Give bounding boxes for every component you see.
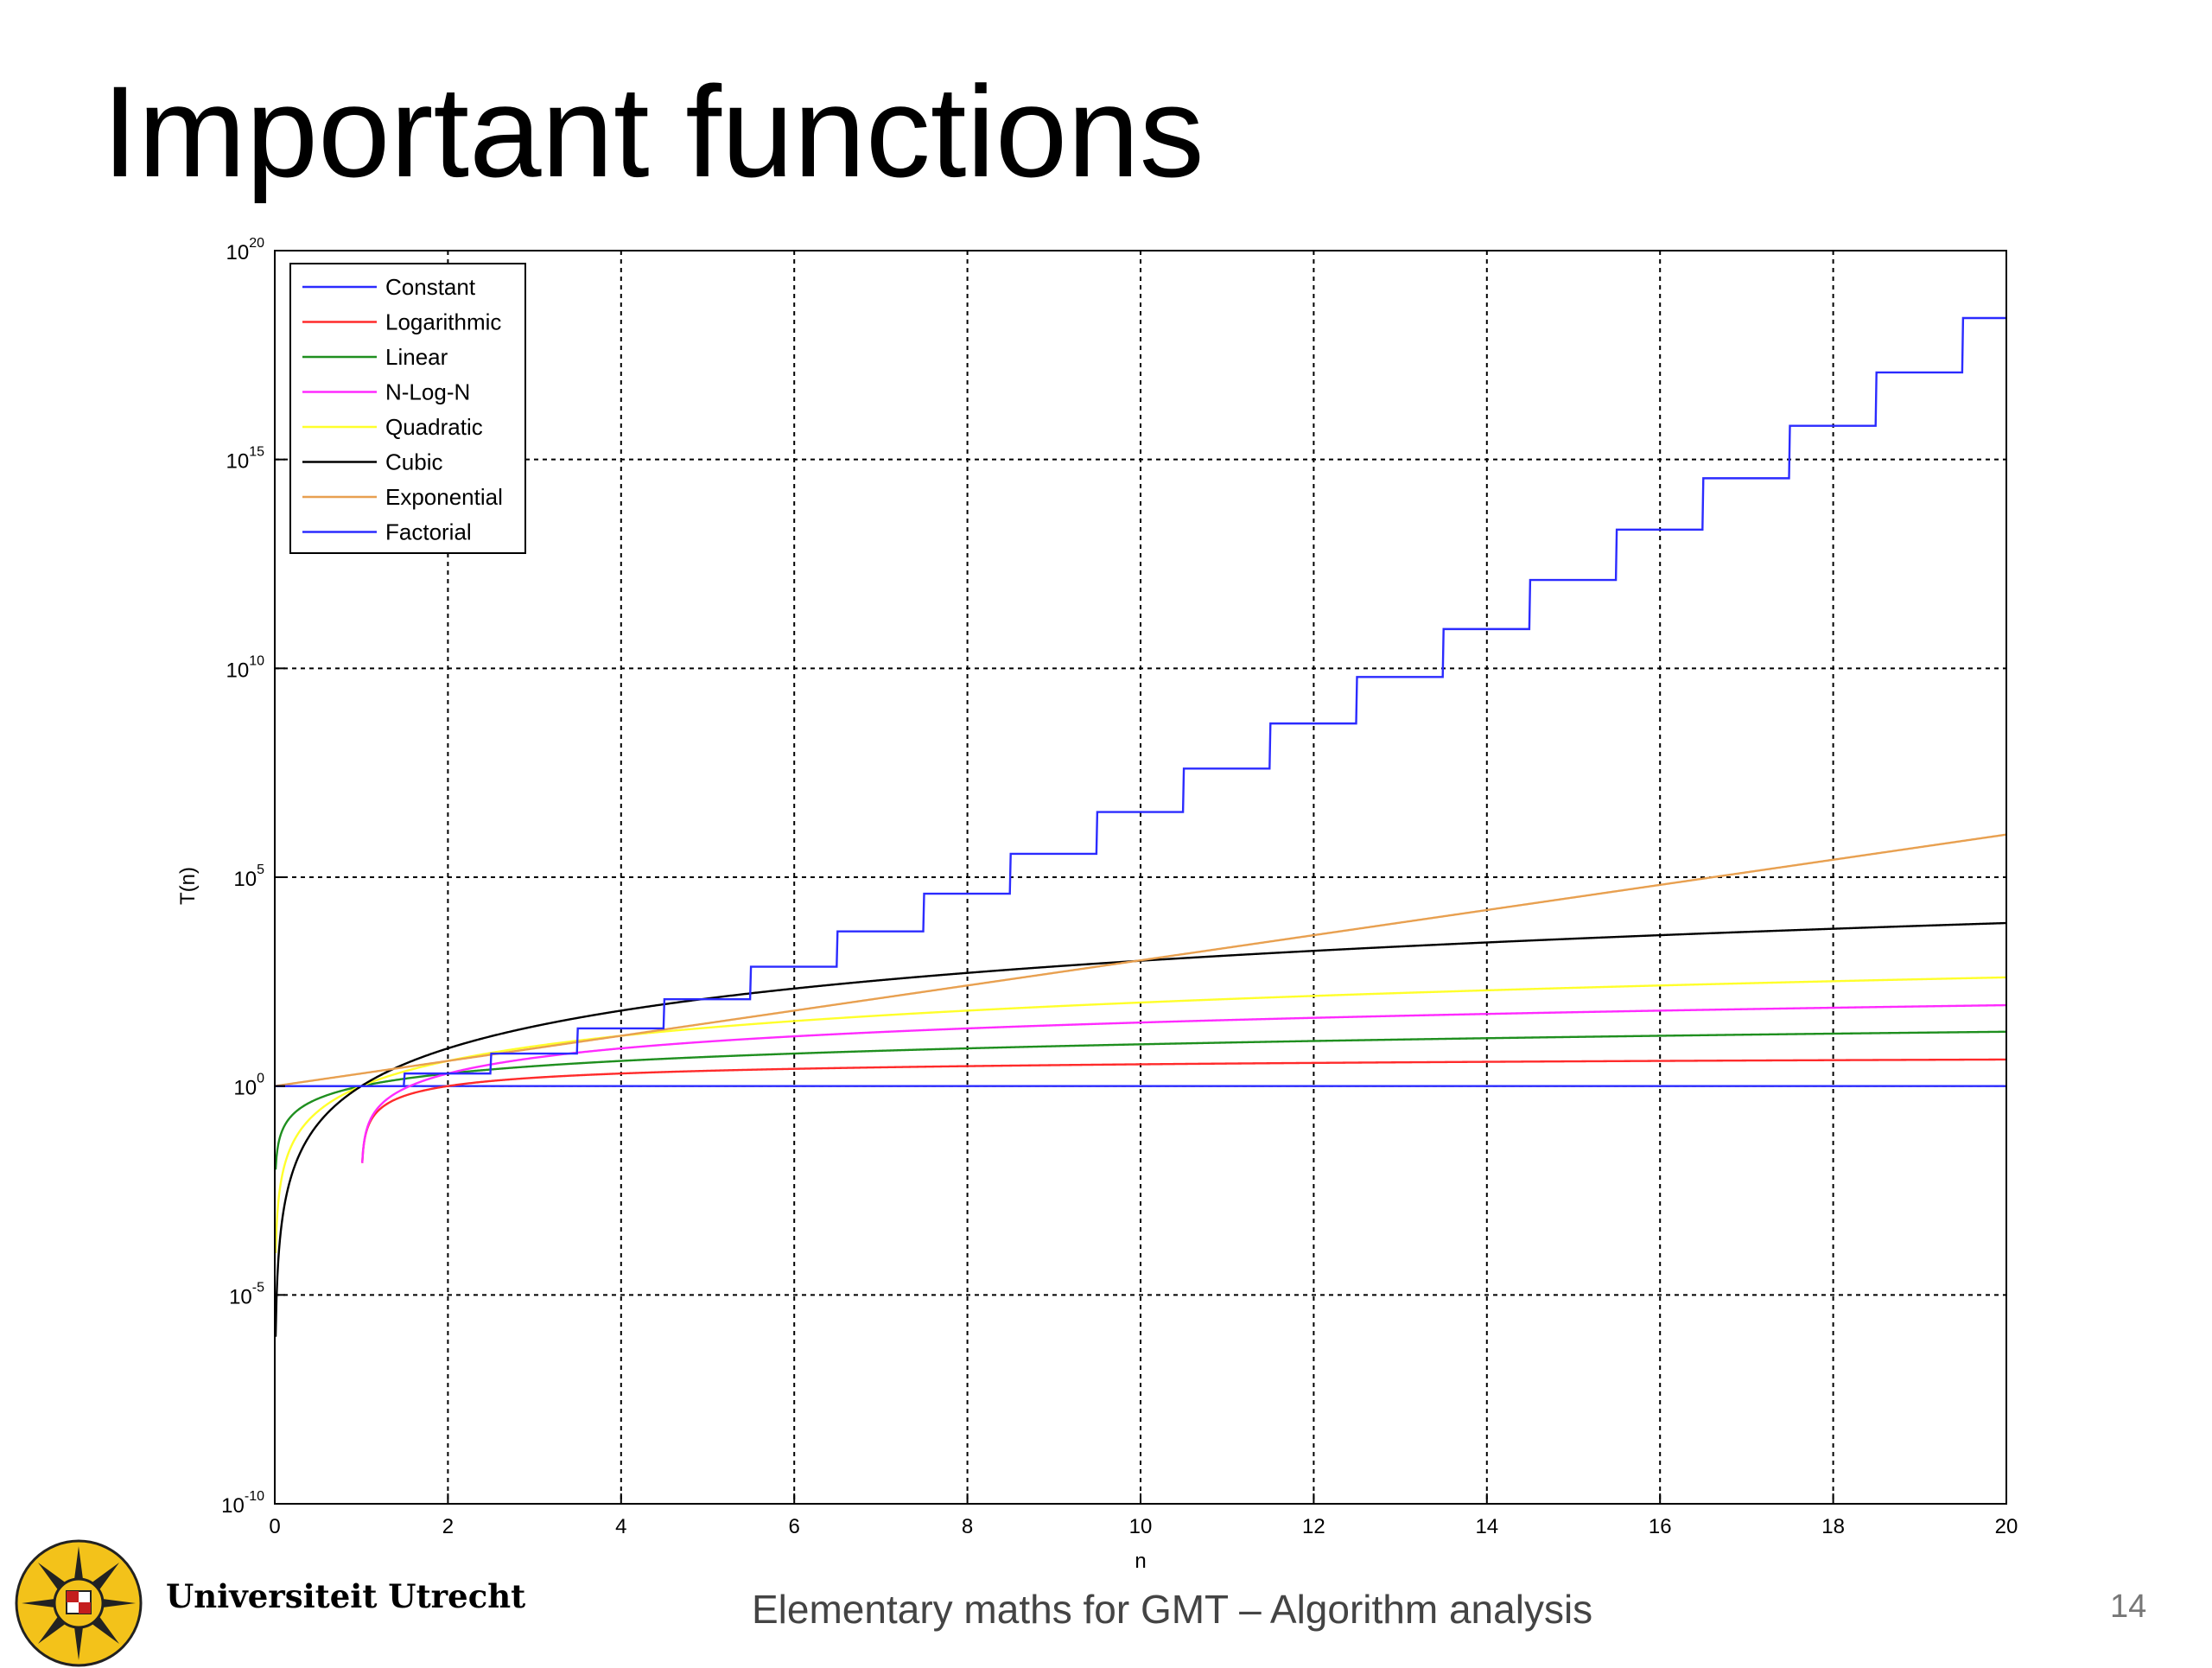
legend-box: [289, 263, 526, 554]
x-tick-label: 16: [1649, 1515, 1672, 1538]
x-tick-label: 18: [1821, 1515, 1845, 1538]
series-line-factorial: [276, 316, 2006, 1087]
legend-label: Linear: [385, 344, 448, 370]
chart-ticks: 0 2 4 6 8 10 12 14 16 18 20 10-10 10-5 100 105 1010 1015…: [221, 236, 2018, 1538]
x-tick-label: 2: [442, 1515, 454, 1538]
x-tick-label: 10: [1129, 1515, 1153, 1538]
legend-label: Quadratic: [385, 414, 483, 440]
y-tick-label: 1015: [226, 445, 265, 474]
x-tick-label: 12: [1302, 1515, 1325, 1538]
series-line-logarithmic: [361, 1058, 2007, 1163]
x-axis-label: n: [1135, 1550, 1146, 1573]
y-tick-label: 105: [233, 863, 264, 891]
x-tick-label: 6: [789, 1515, 800, 1538]
legend-label: Exponential: [385, 484, 503, 510]
y-tick-label: 10-5: [229, 1280, 264, 1308]
y-tick-label: 10-10: [221, 1489, 264, 1518]
institution-name: Universiteit Utrecht: [166, 1577, 526, 1615]
page-number: 14: [2110, 1588, 2147, 1625]
y-tick-label: 1010: [226, 653, 265, 682]
footer-text: Elementary maths for GMT – Algorithm ana…: [752, 1587, 1593, 1632]
x-tick-label: 0: [269, 1515, 280, 1538]
chart-legend: Constant Logarithmic Linear N-Log-N Quadrati…: [289, 263, 526, 554]
series-line-exponential: [275, 833, 2007, 1087]
chart-series: [274, 316, 2007, 1337]
legend-label: N-Log-N: [385, 379, 470, 405]
legend-label: Factorial: [385, 519, 472, 545]
legend-label: Constant: [385, 274, 476, 300]
legend-label: Logarithmic: [385, 309, 501, 335]
x-tick-label: 20: [1995, 1515, 2018, 1538]
x-tick-label: 8: [962, 1515, 973, 1538]
x-tick-label: 4: [615, 1515, 626, 1538]
series-line-n-log-n: [361, 1003, 2007, 1163]
x-tick-label: 14: [1475, 1515, 1498, 1538]
series-line-quadratic: [274, 976, 2007, 1254]
series-line-linear: [274, 1030, 2007, 1170]
y-axis-label: T(n): [176, 867, 200, 905]
y-tick-label: 1020: [226, 236, 265, 264]
slide-title: Important functions: [102, 59, 1205, 204]
legend-label: Cubic: [385, 449, 442, 475]
chart-grid: [275, 251, 2006, 1504]
university-seal-logo: [15, 1539, 143, 1667]
y-tick-label: 100: [233, 1072, 264, 1100]
